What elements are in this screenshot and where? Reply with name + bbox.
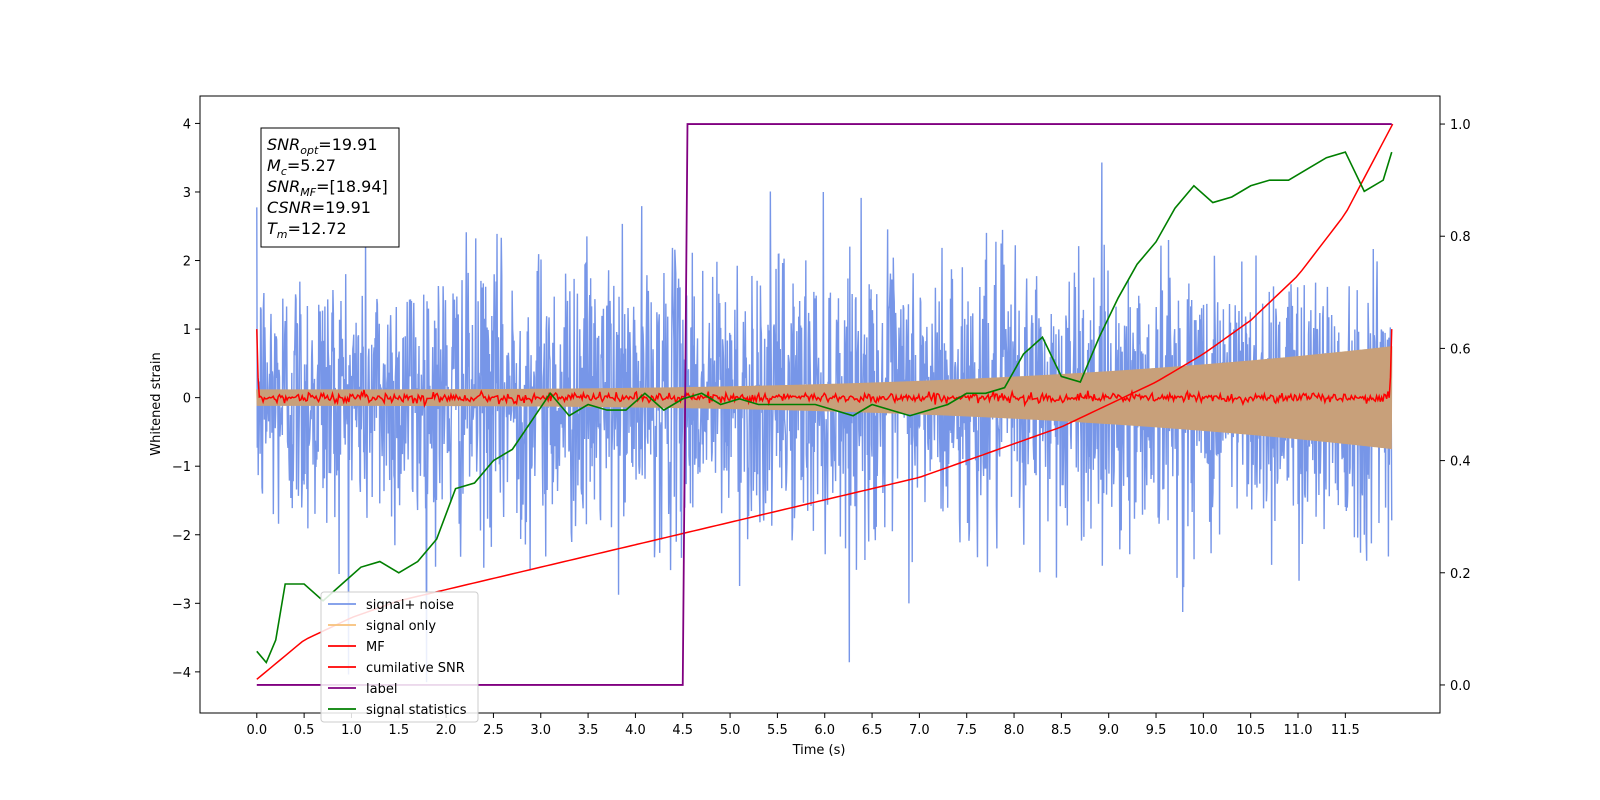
y-axis-label: Whitened strain xyxy=(149,352,164,455)
annotation-line: Tm=12.72 xyxy=(267,219,347,241)
series-mf xyxy=(256,329,1393,408)
annotation-box xyxy=(260,127,400,248)
y-tick-label: 4 xyxy=(183,117,191,132)
x-tick-label: 6.5 xyxy=(862,723,883,738)
annotation-line: SNRMF=[18.94] xyxy=(267,177,388,199)
y-tick-label: 0 xyxy=(183,392,191,407)
y-axis-right: 1.0 0.8 0.6 0.4 0.2 0.0 xyxy=(1440,118,1471,694)
x-tick-label: 5.0 xyxy=(720,723,741,738)
y-tick-label: −3 xyxy=(172,597,191,612)
x-tick-label: 2.0 xyxy=(436,723,457,738)
x-tick-label: 7.5 xyxy=(956,723,977,738)
x-tick-label: 8.0 xyxy=(1004,723,1025,738)
x-tick-label: 10.5 xyxy=(1236,723,1265,738)
y-tick-label: −2 xyxy=(172,529,191,544)
series-layer xyxy=(256,123,1394,686)
x-tick-label: 11.5 xyxy=(1331,723,1360,738)
annotation-line: CSNR=19.91 xyxy=(267,198,371,217)
x-tick-label: 9.0 xyxy=(1098,723,1119,738)
y-tick-label: 3 xyxy=(183,186,191,201)
x-tick-label: 3.0 xyxy=(530,723,551,738)
stats-annotation-box: SNRopt=19.91Mc=5.27SNRMF=[18.94]CSNR=19.… xyxy=(260,127,400,248)
legend-label: signal statistics xyxy=(366,703,467,718)
legend-label: cumilative SNR xyxy=(366,661,465,676)
series-signal-statistics xyxy=(256,151,1393,665)
legend-label: MF xyxy=(366,640,385,655)
plot-frame xyxy=(199,95,1441,714)
legend-label: signal only xyxy=(366,619,436,634)
x-tick-label: 4.5 xyxy=(672,723,693,738)
x-tick-label: 8.5 xyxy=(1051,723,1072,738)
legend: signal+ noise signal only MF cumilative SNR… xyxy=(320,591,479,723)
x-tick-label: 3.5 xyxy=(578,723,599,738)
y2-tick-label: 0.4 xyxy=(1450,455,1471,470)
y-tick-label: 2 xyxy=(183,255,191,270)
y-axis-left: 4 3 2 1 0 −1 −2 −3 −4 xyxy=(172,117,200,681)
x-tick-label: 5.5 xyxy=(767,723,788,738)
x-tick-label: 7.0 xyxy=(909,723,930,738)
y2-tick-label: 0.6 xyxy=(1450,342,1471,357)
x-tick-label: 4.0 xyxy=(625,723,646,738)
y2-tick-label: 0.0 xyxy=(1450,679,1471,694)
y2-tick-label: 0.2 xyxy=(1450,567,1471,582)
series-cumulative-snr xyxy=(256,123,1394,680)
annotation-line: Mc=5.27 xyxy=(267,156,336,178)
x-axis-label: Time (s) xyxy=(792,743,846,758)
x-tick-label: 0.0 xyxy=(246,723,267,738)
x-tick-label: 1.5 xyxy=(388,723,409,738)
y-tick-label: −1 xyxy=(172,460,191,475)
x-tick-label: 6.0 xyxy=(814,723,835,738)
x-tick-label: 10.0 xyxy=(1189,723,1218,738)
y-tick-label: 1 xyxy=(183,323,191,338)
y-tick-label: −4 xyxy=(172,666,191,681)
series-signal-noise xyxy=(256,162,1393,683)
y2-tick-label: 0.8 xyxy=(1450,230,1471,245)
legend-label: label xyxy=(366,682,397,697)
legend-frame xyxy=(320,591,479,723)
x-tick-label: 11.0 xyxy=(1284,723,1313,738)
y2-tick-label: 1.0 xyxy=(1450,118,1471,133)
series-signal-only xyxy=(256,346,1393,450)
x-tick-label: 1.0 xyxy=(341,723,362,738)
x-axis: 0.0 0.5 1.0 1.5 2.0 2.5 3.0 3.5 4.0 4.5 5.0 5.5 6.0 6… xyxy=(246,713,1360,738)
x-tick-label: 0.5 xyxy=(294,723,315,738)
legend-label: signal+ noise xyxy=(366,598,454,613)
x-tick-label: 9.5 xyxy=(1146,723,1167,738)
annotation-line: SNRopt=19.91 xyxy=(267,135,378,157)
x-tick-label: 2.5 xyxy=(483,723,504,738)
